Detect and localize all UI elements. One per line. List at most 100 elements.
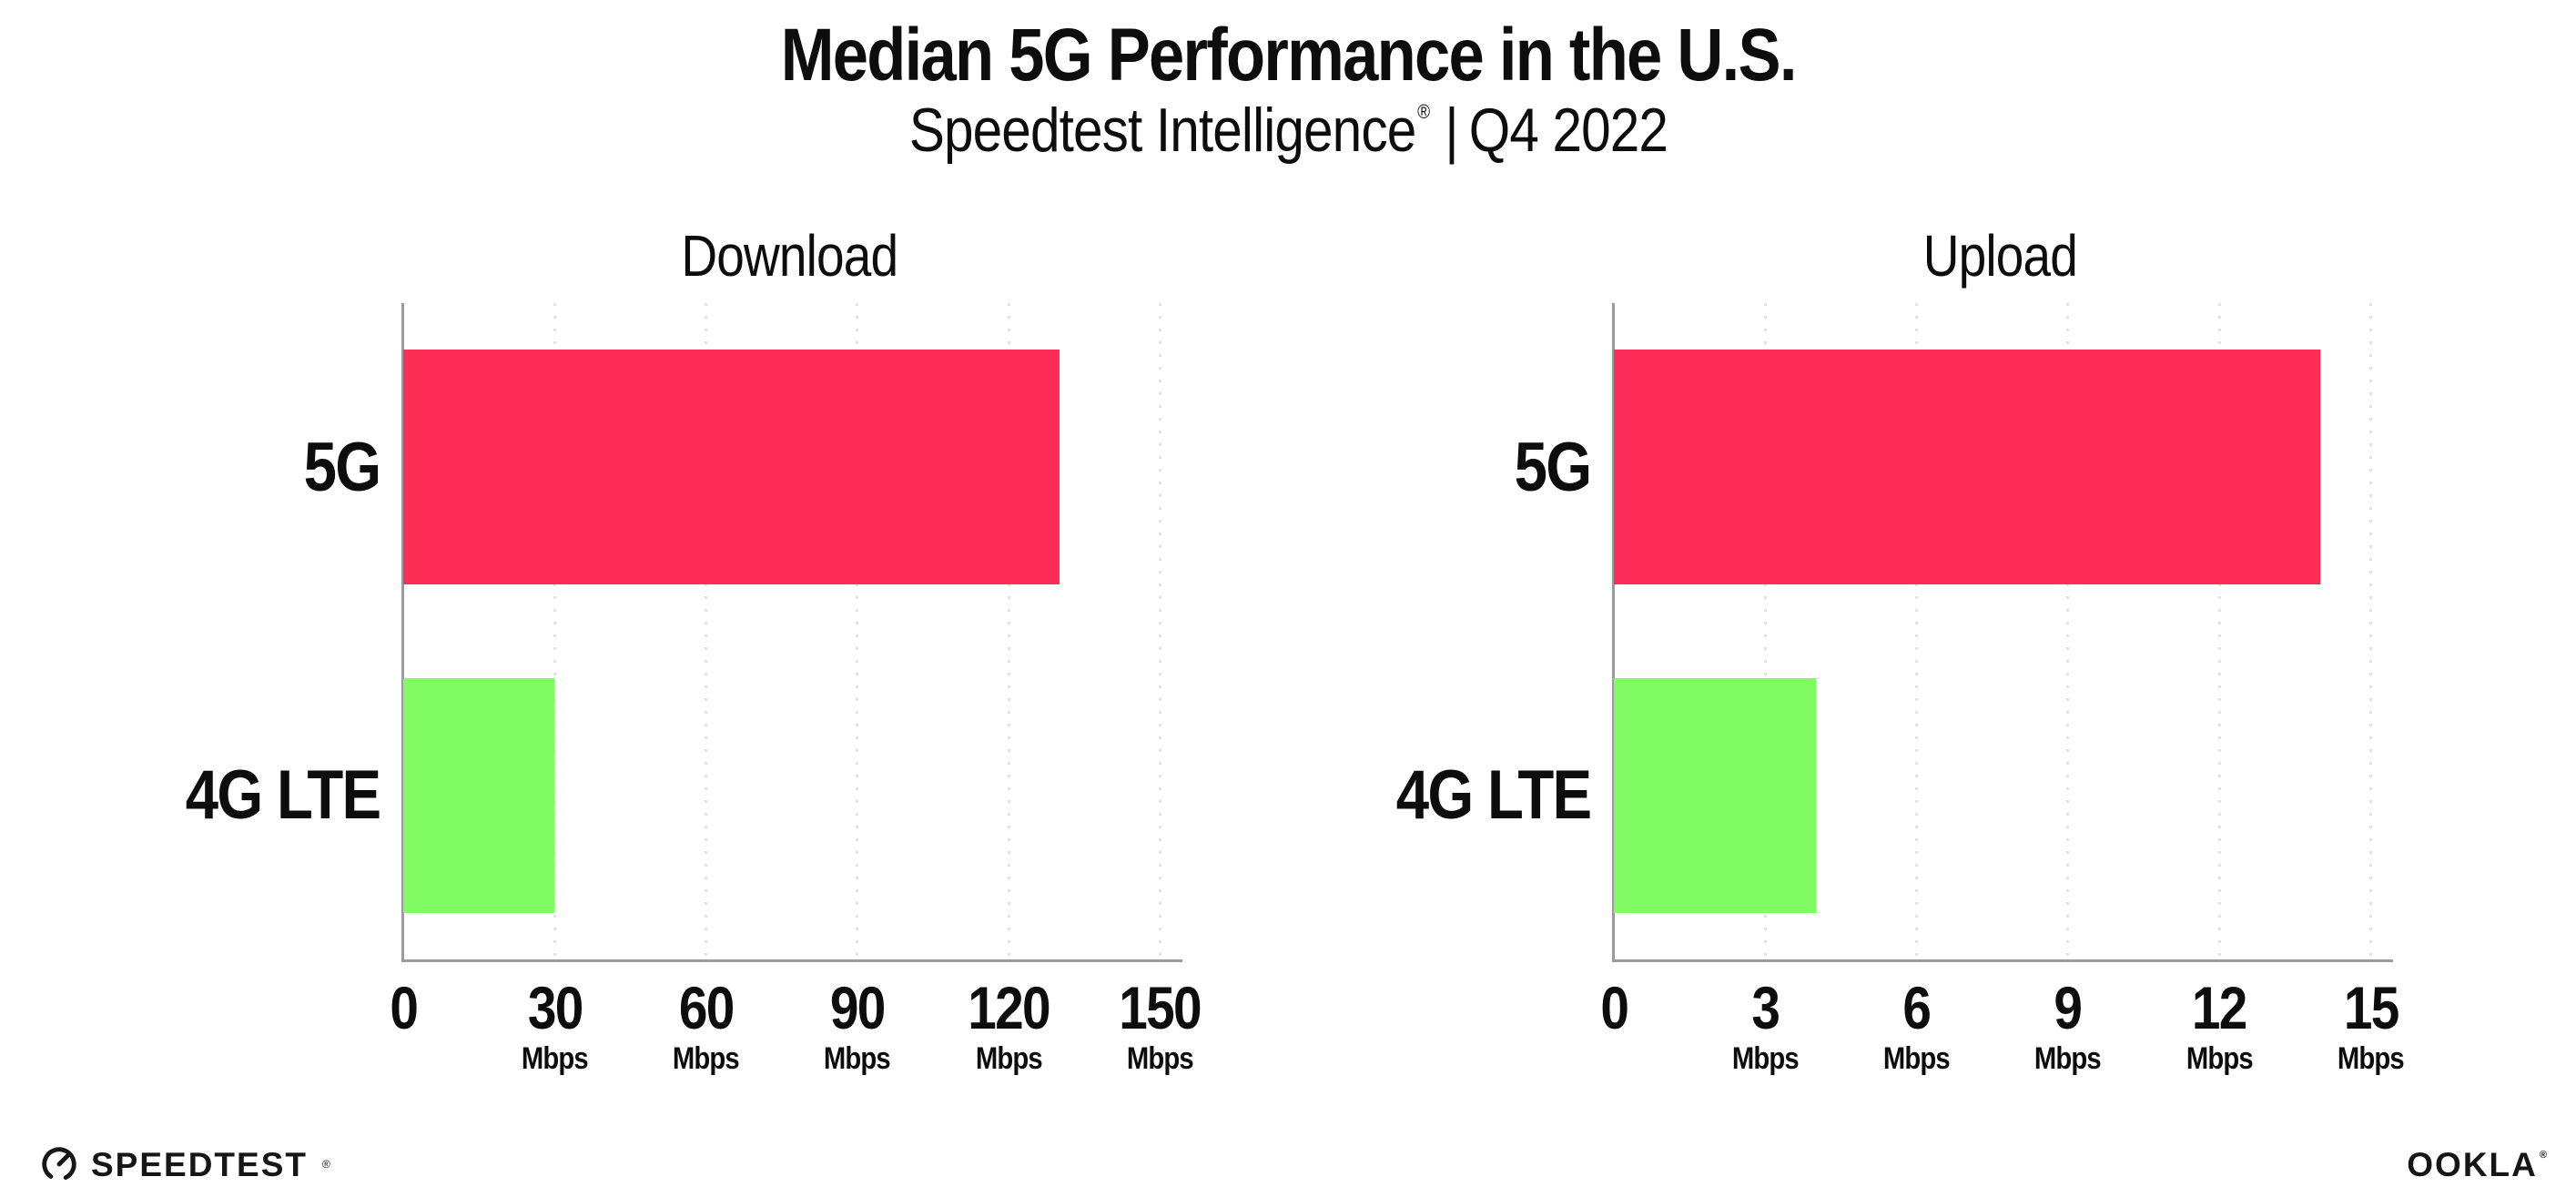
x-tick-unit-text: Mbps — [2186, 1041, 2254, 1076]
gridline-12 — [2217, 303, 2221, 959]
x-tick-unit-text: Mbps — [1731, 1041, 1800, 1076]
x-tick-0: 0 — [1536, 978, 1691, 1038]
category-label-5g: 5G — [88, 350, 380, 584]
x-tick-value-text: 150 — [1119, 974, 1202, 1041]
x-tick-unit: Mbps — [2142, 1043, 2297, 1074]
x-tick-value: 6 — [1840, 978, 1994, 1038]
x-tick-unit-text: Mbps — [2337, 1041, 2405, 1076]
download-chart-title-text: Download — [681, 223, 898, 289]
bar-5g — [403, 350, 1060, 585]
gridline-3 — [1763, 303, 1767, 959]
download-plot-area: 5G 4G LTE 0 30 Mbps 60 Mbps 90 Mbps 120 Mbps 150 Mbp… — [185, 303, 1202, 1074]
bar-4g-lte — [1614, 677, 1816, 913]
x-tick-unit-text: Mbps — [1126, 1041, 1194, 1076]
registered-mark-icon: ® — [1416, 100, 1430, 123]
x-axis-line — [401, 959, 1182, 962]
x-tick-0: 0 — [326, 978, 481, 1038]
page-subtitle: Speedtest Intelligence® | Q4 2022 — [0, 95, 2576, 166]
upload-chart-title-text: Upload — [1922, 223, 2077, 289]
x-tick-30: 30 Mbps — [477, 978, 632, 1074]
category-label-text: 4G LTE — [185, 756, 380, 835]
x-tick-value: 150 — [1082, 978, 1237, 1038]
gridline-60 — [705, 303, 708, 959]
gridline-9 — [2066, 303, 2070, 959]
x-tick-value: 90 — [780, 978, 935, 1038]
x-tick-unit: Mbps — [1991, 1043, 2145, 1074]
x-tick-value-text: 0 — [390, 974, 419, 1041]
subtitle-brand: Speedtest Intelligence — [908, 96, 1415, 165]
speedtest-logo: SPEEDTEST ® — [40, 1144, 330, 1184]
x-tick-unit: Mbps — [1082, 1043, 1237, 1074]
category-label-text: 5G — [1514, 428, 1591, 506]
category-label-4g-lte: 4G LTE — [1299, 678, 1591, 913]
gridline-90 — [856, 303, 859, 959]
y-axis-line — [401, 303, 404, 962]
x-tick-value: 9 — [1991, 978, 2145, 1038]
gridline-150 — [1158, 303, 1161, 959]
x-tick-90: 90 Mbps — [780, 978, 935, 1074]
gridline-30 — [553, 303, 556, 959]
x-tick-unit-text: Mbps — [824, 1041, 891, 1076]
bar-5g — [1614, 350, 2320, 585]
download-chart-title: Download — [403, 222, 1175, 289]
x-tick-6: 6 Mbps — [1840, 978, 1994, 1074]
x-tick-150: 150 Mbps — [1082, 978, 1237, 1074]
x-tick-value: 15 — [2293, 978, 2448, 1038]
upload-chart: Upload 5G 4G LTE 0 3 Mbps 6 Mbps 9 Mbps 12 Mbps 15 M… — [1341, 218, 2433, 1147]
x-tick-unit: Mbps — [1840, 1043, 1994, 1074]
x-axis-line — [1612, 959, 2393, 962]
x-tick-value: 0 — [1536, 978, 1691, 1038]
x-tick-value-text: 6 — [1902, 974, 1932, 1041]
x-tick-value-text: 90 — [829, 974, 886, 1041]
x-tick-value-text: 12 — [2192, 974, 2247, 1041]
upload-plot-area: 5G 4G LTE 0 3 Mbps 6 Mbps 9 Mbps 12 Mbps 15 Mbps — [1395, 303, 2405, 1074]
speedtest-wordmark: SPEEDTEST — [91, 1145, 308, 1183]
x-tick-unit-text: Mbps — [975, 1041, 1043, 1076]
bar-4g-lte — [403, 677, 555, 913]
registered-mark-icon: ® — [2539, 1150, 2549, 1161]
page-title-text: Median 5G Performance in the U.S. — [780, 14, 1798, 96]
x-tick-value-text: 30 — [527, 974, 583, 1041]
category-label-text: 4G LTE — [1395, 756, 1591, 835]
x-tick-value: 12 — [2142, 978, 2297, 1038]
x-tick-value-text: 120 — [968, 974, 1050, 1041]
gridline-6 — [1915, 303, 1919, 959]
ookla-logo: OOKLA ® — [2407, 1148, 2549, 1182]
x-tick-value-text: 3 — [1751, 974, 1780, 1041]
x-tick-value: 3 — [1688, 978, 1842, 1038]
category-label-5g: 5G — [1299, 350, 1591, 584]
x-tick-unit-text: Mbps — [1883, 1041, 1951, 1076]
x-tick-3: 3 Mbps — [1688, 978, 1842, 1074]
gridline-120 — [1007, 303, 1010, 959]
x-tick-unit: Mbps — [931, 1043, 1086, 1074]
x-tick-value-text: 0 — [1600, 974, 1629, 1041]
x-tick-value: 30 — [477, 978, 632, 1038]
gridline-15 — [2368, 303, 2372, 959]
page-subtitle-text: Speedtest Intelligence® | Q4 2022 — [908, 95, 1668, 166]
x-tick-unit: Mbps — [1688, 1043, 1842, 1074]
x-tick-value-text: 15 — [2343, 974, 2399, 1041]
x-tick-value: 60 — [629, 978, 784, 1038]
page-title: Median 5G Performance in the U.S. — [0, 13, 2576, 98]
subtitle-separator: | — [1444, 96, 1458, 165]
x-tick-value-text: 60 — [678, 974, 735, 1041]
x-tick-value: 0 — [326, 978, 481, 1038]
x-tick-9: 9 Mbps — [1991, 978, 2145, 1074]
x-tick-unit-text: Mbps — [673, 1041, 740, 1076]
category-label-text: 5G — [303, 428, 380, 506]
x-tick-unit: Mbps — [477, 1043, 632, 1074]
x-tick-15: 15 Mbps — [2293, 978, 2448, 1074]
y-axis-line — [1612, 303, 1615, 962]
speedtest-gauge-icon — [42, 1147, 76, 1182]
subtitle-period: Q4 2022 — [1468, 96, 1668, 165]
x-tick-60: 60 Mbps — [629, 978, 784, 1074]
x-tick-value-text: 9 — [2054, 974, 2084, 1041]
download-chart: Download 5G 4G LTE 0 30 Mbps 60 Mbps 90 Mbps 120 M… — [130, 218, 1222, 1147]
registered-mark-icon: ® — [322, 1158, 330, 1171]
x-tick-unit: Mbps — [780, 1043, 935, 1074]
category-label-4g-lte: 4G LTE — [88, 678, 380, 913]
x-tick-12: 12 Mbps — [2142, 978, 2297, 1074]
x-tick-unit-text: Mbps — [521, 1041, 589, 1076]
x-tick-unit: Mbps — [2293, 1043, 2448, 1074]
ookla-wordmark: OOKLA — [2407, 1146, 2538, 1183]
